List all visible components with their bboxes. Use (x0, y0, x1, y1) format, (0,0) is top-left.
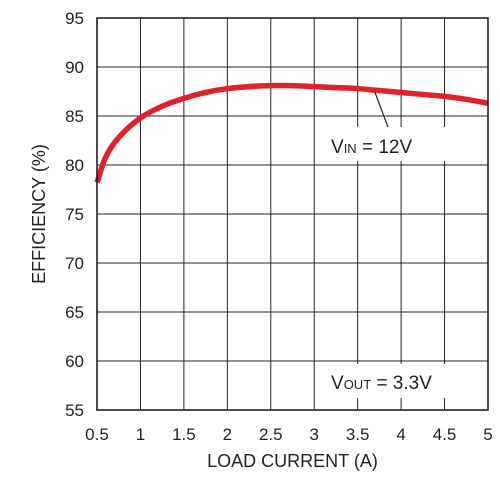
plot-frame (96, 17, 489, 411)
x-tick-label: 3 (309, 425, 318, 444)
x-tick-label: 2.5 (259, 425, 283, 444)
y-tick-label: 90 (65, 58, 84, 77)
y-axis-label: EFFICIENCY (%) (29, 144, 49, 284)
x-tick-labels: 0.5 1 1.5 2 2.5 3 3.5 4 4.5 5 (85, 425, 493, 444)
y-tick-label: 85 (65, 107, 84, 126)
x-tick-label: 0.5 (85, 425, 109, 444)
vin-annotation-leader (374, 92, 390, 131)
y-tick-label: 60 (65, 352, 84, 371)
y-tick-label: 95 (65, 9, 84, 28)
x-tick-label: 4.5 (433, 425, 457, 444)
vout-annotation-box (328, 364, 480, 398)
x-tick-label: 3.5 (346, 425, 370, 444)
grid (97, 18, 488, 410)
efficiency-curve (94, 82, 489, 184)
vin-annotation-box (327, 127, 455, 161)
y-tick-label: 55 (65, 401, 84, 420)
y-tick-label: 80 (65, 156, 84, 175)
x-tick-label: 1 (136, 425, 145, 444)
y-tick-labels: 55 60 65 70 75 80 85 90 95 (65, 9, 84, 420)
x-tick-label: 4 (396, 425, 405, 444)
curve-layer (94, 82, 489, 184)
x-axis-label: LOAD CURRENT (A) (207, 451, 378, 471)
vin-annotation: VIN = 12V (331, 137, 412, 158)
x-tick-label: 2 (223, 425, 232, 444)
x-tick-label: 1.5 (172, 425, 196, 444)
x-tick-label: 5 (483, 425, 492, 444)
y-tick-label: 75 (65, 205, 84, 224)
y-tick-label: 70 (65, 254, 84, 273)
y-tick-label: 65 (65, 303, 84, 322)
vout-annotation: VOUT = 3.3V (331, 373, 432, 394)
